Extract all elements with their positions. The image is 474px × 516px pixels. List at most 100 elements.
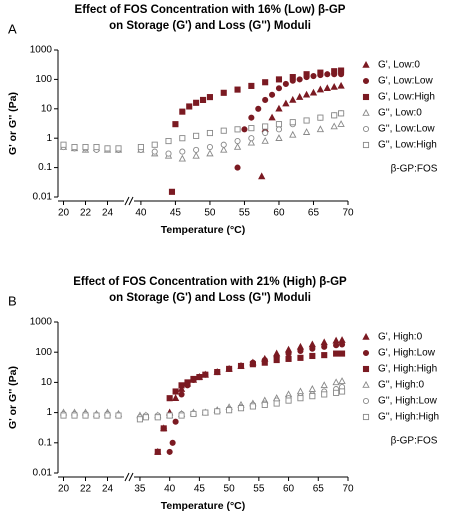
- data-point: [337, 120, 345, 127]
- data-point: [289, 95, 297, 103]
- data-point: [289, 74, 296, 81]
- x-tick-label: 50: [204, 208, 216, 219]
- data-point: [171, 394, 180, 401]
- x-tick-label: 20: [58, 484, 70, 495]
- data-point: [275, 134, 283, 141]
- data-point: [275, 104, 283, 112]
- x-tick-label: 40: [164, 484, 176, 495]
- data-point: [93, 144, 100, 151]
- data-point: [214, 369, 221, 376]
- data-point: [160, 425, 167, 432]
- data-point: [234, 126, 241, 133]
- data-point: [151, 148, 158, 155]
- y-tick-label: 1: [46, 407, 52, 418]
- legend-title: β-GP:FOS: [391, 436, 438, 447]
- data-point: [333, 389, 340, 396]
- data-point: [269, 91, 276, 98]
- data-point: [115, 145, 122, 152]
- data-point: [261, 359, 268, 366]
- data-point: [332, 378, 340, 386]
- data-point: [285, 350, 292, 357]
- y-tick-label: 0.1: [38, 437, 52, 448]
- data-point: [261, 136, 269, 144]
- data-point: [249, 361, 256, 368]
- data-point: [275, 126, 283, 133]
- data-point: [234, 137, 241, 145]
- chart-title: Effect of FOS Concentration with 21% (Hi…: [73, 276, 347, 288]
- y-tick-label: 10: [41, 103, 53, 114]
- data-point: [330, 82, 338, 90]
- data-point: [331, 68, 338, 75]
- data-point: [285, 355, 292, 362]
- x-tick-label: 55: [239, 208, 251, 219]
- data-point: [154, 448, 161, 455]
- data-point: [296, 387, 305, 395]
- x-tick-label: 22: [80, 484, 92, 495]
- x-tick-label: 60: [273, 208, 285, 219]
- legend-marker: [362, 93, 370, 101]
- data-point: [82, 412, 89, 419]
- data-point: [172, 418, 179, 425]
- data-point: [317, 69, 324, 76]
- legend-marker: [362, 60, 370, 68]
- data-point: [282, 80, 289, 88]
- data-point: [316, 85, 325, 93]
- legend-marker: [362, 125, 370, 133]
- data-point: [296, 93, 304, 100]
- x-tick-label: 24: [102, 484, 114, 495]
- data-point: [82, 144, 89, 151]
- data-point: [248, 125, 255, 132]
- legend-label: G', Low:Low: [378, 76, 433, 87]
- data-point: [202, 371, 209, 378]
- data-point: [93, 412, 100, 419]
- data-point: [206, 129, 213, 137]
- data-point: [323, 84, 331, 92]
- data-point: [179, 108, 186, 115]
- data-point: [192, 151, 200, 159]
- x-axis-label: Temperature (°C): [161, 500, 246, 512]
- data-point: [220, 89, 227, 96]
- y-axis-label: G' or G'' (Pa): [7, 92, 19, 155]
- data-point: [275, 76, 283, 83]
- data-point: [206, 149, 214, 157]
- data-point: [184, 379, 191, 386]
- data-point: [339, 350, 346, 357]
- data-point: [309, 88, 318, 96]
- legend-marker: [362, 365, 370, 373]
- data-point: [233, 142, 242, 150]
- legend-label: G', High:High: [378, 364, 437, 375]
- data-point: [71, 144, 78, 151]
- data-point: [303, 71, 310, 78]
- data-point: [289, 119, 296, 126]
- data-point: [214, 408, 221, 415]
- data-point: [60, 412, 67, 419]
- data-point: [262, 79, 269, 86]
- data-point: [297, 347, 304, 354]
- data-point: [289, 130, 297, 138]
- data-point: [308, 385, 316, 392]
- y-tick-label: 0.01: [33, 468, 53, 479]
- data-point: [193, 132, 200, 139]
- data-point: [220, 141, 227, 148]
- data-point: [178, 154, 186, 162]
- legend-label: G', High:0: [378, 332, 423, 343]
- data-point: [248, 82, 255, 89]
- legend-marker: [362, 349, 370, 357]
- data-point: [262, 96, 269, 103]
- y-tick-label: 100: [35, 74, 52, 85]
- data-point: [166, 395, 173, 402]
- data-point: [137, 144, 144, 151]
- data-point: [202, 409, 209, 416]
- data-point: [104, 412, 111, 419]
- y-tick-label: 1000: [30, 45, 53, 56]
- data-point: [302, 90, 311, 98]
- data-point: [309, 352, 316, 360]
- y-axis-label: G' or G'' (Pa): [7, 366, 19, 429]
- data-point: [190, 410, 197, 418]
- x-tick-label: 70: [342, 484, 354, 495]
- data-point: [282, 99, 290, 107]
- data-point: [303, 117, 310, 124]
- data-point: [220, 145, 228, 153]
- y-tick-label: 0.1: [38, 162, 52, 173]
